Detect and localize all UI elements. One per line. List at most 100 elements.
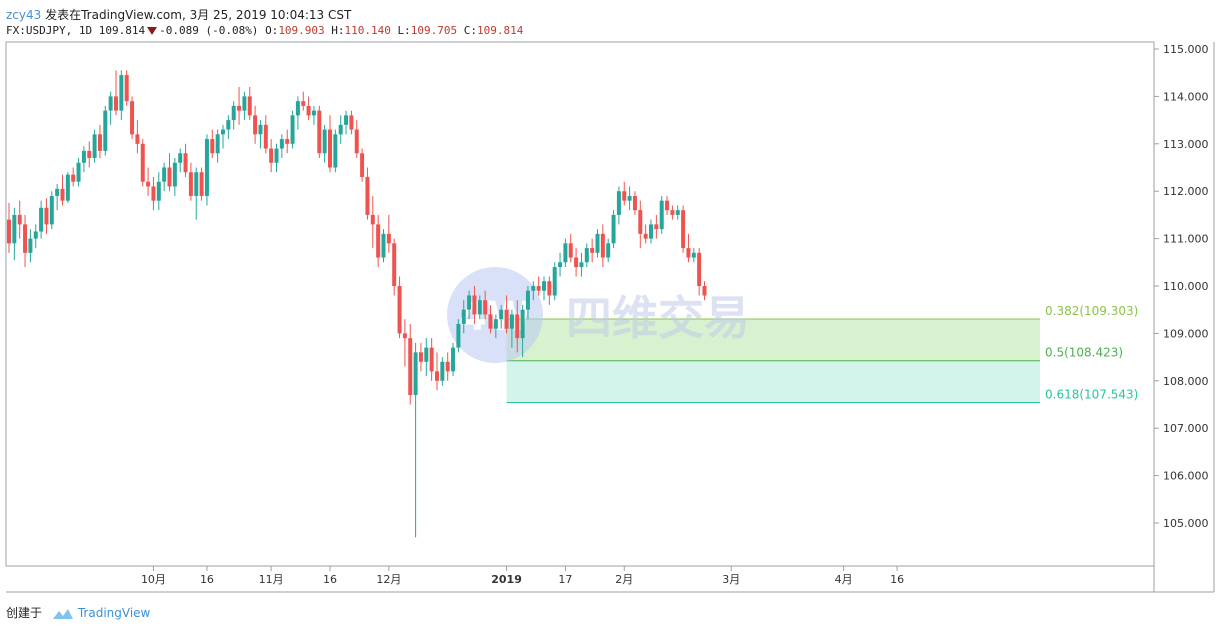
candle-body [55,188,60,196]
fibonacci-zone[interactable] [506,318,1040,403]
candle [413,342,418,538]
candle-body [23,224,28,253]
x-tick-label: 12月 [376,573,401,586]
candle [579,252,584,277]
candle-body [418,352,423,362]
fib-level-label: 0.382(109.303) [1045,304,1138,318]
candle [697,248,702,296]
candle-body [595,233,600,253]
y-tick-label: 109.000 [1163,327,1209,340]
candle-body [237,105,242,111]
author-link[interactable]: zcy43 [6,8,42,22]
candle-body [525,290,530,310]
x-tick-label: 10月 [141,573,166,586]
candle [338,115,343,144]
candle-body [392,243,397,286]
candle-body [12,214,17,244]
fib-zone-lower [506,360,1040,403]
candle [418,342,423,372]
candle [381,229,386,263]
candle-body [649,224,653,239]
candle-body [242,96,247,111]
candle-body [322,129,327,154]
candle [520,304,525,358]
candle-body [563,243,568,263]
candle-body [675,210,680,215]
candle-body [381,233,386,258]
candle [188,162,193,201]
candle-body [584,248,589,263]
candle [60,174,65,206]
candle-body [590,248,595,253]
candle-body [370,214,375,225]
candle [472,286,477,324]
y-tick-label: 111.000 [1163,233,1209,246]
candle [424,338,429,377]
candle-body [558,262,563,268]
candle [670,205,675,220]
tradingview-brand-link[interactable]: TradingView [77,606,151,620]
candle [301,91,306,111]
candle [183,143,188,177]
candle-body [279,139,284,149]
fib-level-label: 0.618(107.543) [1045,387,1138,401]
candle-body [483,300,488,315]
candle-body [654,224,659,230]
candle [172,158,177,196]
fibonacci-labels: 0.382(109.303) 0.5(108.423) 0.618(107.543) [1045,304,1138,401]
candle-body [146,181,151,187]
candle [488,304,493,334]
candle-body [140,143,145,182]
candles-layer [7,70,707,538]
candle-body [183,153,188,173]
candle-body [247,96,252,116]
candle-body [71,174,76,182]
candle-body [552,267,557,296]
candle [456,319,461,353]
change-percent: (-0.08%) [205,24,259,37]
candle-body [493,319,498,329]
candle-body [408,338,413,396]
candle-body [424,347,429,362]
candle [515,300,520,353]
candle-body [162,167,167,182]
candle [365,167,370,220]
close-value: 109.814 [477,24,524,37]
candle-body [515,314,520,339]
candle [574,248,579,277]
candle-body [386,233,391,244]
candle-body [702,286,707,296]
candle [92,129,97,163]
close-label: C: [463,24,478,37]
symbol-label[interactable]: FX:USDJPY, 1D [6,24,93,37]
candle-body [488,314,493,329]
candle-body [204,139,209,196]
candle-body [606,243,611,258]
candle-body [429,347,434,372]
candle-body [28,238,33,253]
candle [151,176,156,211]
candle [167,153,172,192]
candle-body [130,101,135,135]
candle-body [349,115,354,130]
candle [483,290,488,320]
created-by-label: 创建于 [6,606,43,620]
candle-body [76,162,81,182]
candle [55,184,60,211]
candle [194,167,199,220]
y-tick-label: 106.000 [1163,470,1209,483]
y-tick-label: 115.000 [1163,43,1209,56]
x-tick-label: 16 [323,573,337,586]
candle [568,233,573,263]
candle-body [622,191,627,201]
candle [606,238,611,263]
candle-body [301,101,306,106]
high-label: H: [331,24,345,37]
candle [237,86,242,125]
candle-body [451,347,456,372]
candle [665,195,670,215]
candle-body [691,252,696,258]
candle-body [199,172,204,196]
candle [204,134,209,206]
